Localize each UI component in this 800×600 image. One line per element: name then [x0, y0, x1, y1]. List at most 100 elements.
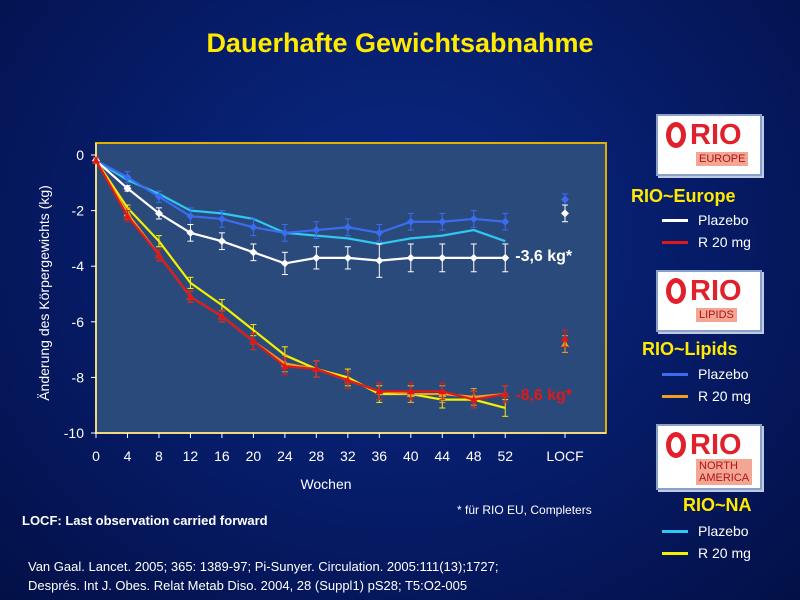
data-point: [154, 192, 163, 201]
legend-lipids-r20: R 20 mg: [662, 387, 751, 405]
rio-ring-icon: [666, 122, 686, 148]
locf-point: [561, 195, 569, 204]
data-point: [92, 156, 100, 164]
logo-sub: LIPIDS: [696, 308, 737, 322]
legend-label: Plazebo: [698, 366, 749, 382]
x-tick-label: 40: [403, 448, 419, 464]
data-point: [280, 362, 289, 370]
y-tick-label: 0: [76, 147, 84, 163]
legend-label: R 20 mg: [698, 388, 751, 404]
logo-word: RIO: [690, 275, 742, 307]
data-point: [280, 228, 289, 237]
x-tick-label: 36: [372, 448, 388, 464]
data-point: [123, 173, 132, 182]
value-annotation: -8,6 kg*: [515, 387, 573, 404]
data-point: [375, 387, 384, 395]
x-tick-label: 8: [155, 448, 163, 464]
data-point: [217, 312, 226, 320]
data-point: [469, 214, 478, 223]
y-tick-label: -8: [72, 369, 85, 385]
data-point: [186, 212, 195, 221]
x-tick-label: 32: [340, 448, 356, 464]
reference-line: Van Gaal. Lancet. 2005; 365: 1389-97; Pi…: [28, 559, 499, 574]
locf-point: [561, 334, 569, 342]
plot-area: [95, 142, 607, 434]
legend-europe-r20: R 20 mg: [662, 233, 751, 251]
data-point: [154, 209, 163, 218]
legend-line: [662, 529, 688, 533]
y-tick-label: -6: [72, 314, 85, 330]
data-point: [312, 365, 321, 373]
legend-label: Plazebo: [698, 523, 749, 539]
data-point: [154, 251, 163, 259]
x-tick-label: 44: [434, 448, 450, 464]
data-point: [312, 226, 321, 235]
y-tick-label: -4: [72, 258, 85, 274]
data-point: [501, 390, 510, 398]
study-heading-europe: RIO~Europe: [631, 186, 736, 206]
x-tick-label: 24: [277, 448, 293, 464]
series-line: [95, 159, 506, 246]
data-point: [312, 253, 321, 262]
data-point: [123, 184, 132, 193]
x-axis-label: Wochen: [300, 476, 351, 492]
legend-line: [662, 240, 688, 244]
data-point: [343, 253, 352, 262]
legend-label: R 20 mg: [698, 234, 751, 250]
study-europe-logo: RIO EUROPE: [656, 114, 762, 176]
legend-na-placebo: Plazebo: [662, 522, 749, 540]
footnote: * für RIO EU, Completers: [457, 503, 592, 517]
data-point: [186, 292, 195, 300]
data-point: [375, 228, 384, 237]
rio-ring-icon: [666, 432, 686, 458]
data-point: [438, 253, 447, 262]
data-point: [123, 212, 132, 220]
series-line: [95, 159, 506, 265]
data-point: [186, 228, 195, 237]
legend-label: Plazebo: [698, 212, 749, 228]
data-point: [249, 248, 258, 257]
data-point: [249, 337, 258, 345]
x-tick-label: 20: [246, 448, 262, 464]
data-point: [249, 223, 258, 232]
data-point: [343, 223, 352, 232]
y-axis-label: Änderung des Körpergewichts (kg): [36, 185, 52, 401]
x-tick-label: 4: [124, 448, 132, 464]
reference-line: Després. Int J. Obes. Relat Metab Diso. …: [28, 578, 468, 593]
locf-note: LOCF: Last observation carried forward: [22, 513, 268, 528]
legend-line: [662, 394, 688, 398]
data-point: [343, 376, 352, 384]
x-tick-label: 28: [309, 448, 325, 464]
legend-na-r20: R 20 mg: [662, 544, 751, 562]
x-tick-label: LOCF: [546, 448, 583, 464]
data-point: [438, 387, 447, 395]
logo-sub: NORTH AMERICA: [696, 459, 752, 485]
page-title: Dauerhafte Gewichtsabnahme: [206, 28, 594, 58]
legend-line: [662, 372, 688, 376]
data-point: [469, 253, 478, 262]
x-tick-label: 52: [497, 448, 513, 464]
data-point: [406, 253, 415, 262]
study-heading-lipids: RIO~Lipids: [642, 339, 738, 359]
x-tick-label: 12: [183, 448, 199, 464]
x-tick-label: 16: [214, 448, 230, 464]
data-point: [217, 214, 226, 223]
data-point: [501, 217, 510, 226]
study-heading-na: RIO~NA: [683, 495, 752, 515]
legend-label: R 20 mg: [698, 545, 751, 561]
locf-point: [561, 209, 569, 218]
references: Van Gaal. Lancet. 2005; 365: 1389-97; Pi…: [28, 557, 498, 595]
study-lipids-logo: RIO LIPIDS: [656, 270, 762, 332]
data-point: [406, 387, 415, 395]
data-point: [438, 217, 447, 226]
legend-europe-placebo: Plazebo: [662, 211, 749, 229]
x-tick-label: 0: [92, 448, 100, 464]
x-tick-label: 48: [466, 448, 482, 464]
y-tick-label: -2: [72, 203, 85, 219]
logo-sub: EUROPE: [696, 152, 749, 166]
logo-word: RIO: [690, 119, 742, 151]
rio-ring-icon: [666, 278, 686, 304]
value-annotation: -3,6 kg*: [515, 248, 573, 265]
legend-line: [662, 218, 688, 222]
